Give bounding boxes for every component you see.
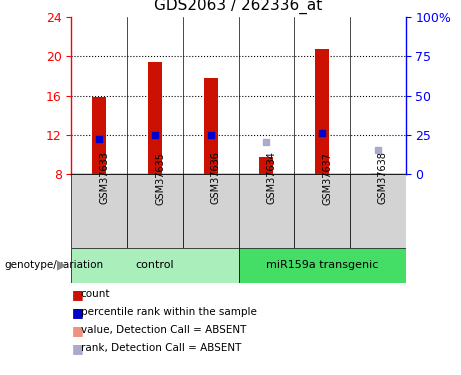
Text: ■: ■ bbox=[71, 306, 83, 319]
Text: control: control bbox=[136, 260, 174, 270]
Bar bbox=[204, 78, 218, 174]
Bar bbox=[238, 174, 294, 248]
Text: ▶: ▶ bbox=[58, 259, 67, 272]
Bar bbox=[92, 97, 106, 174]
Bar bbox=[294, 174, 350, 248]
Text: ■: ■ bbox=[71, 288, 83, 301]
Text: GSM37636: GSM37636 bbox=[211, 152, 221, 204]
Point bbox=[319, 130, 326, 136]
Bar bbox=[71, 174, 127, 248]
Bar bbox=[127, 174, 183, 248]
Text: count: count bbox=[81, 290, 110, 299]
Bar bbox=[71, 248, 239, 283]
Bar bbox=[315, 50, 329, 174]
Point bbox=[207, 132, 214, 138]
Point bbox=[374, 147, 382, 153]
Text: ■: ■ bbox=[71, 324, 83, 337]
Text: GSM37634: GSM37634 bbox=[266, 152, 277, 204]
Text: genotype/variation: genotype/variation bbox=[5, 260, 104, 270]
Text: percentile rank within the sample: percentile rank within the sample bbox=[81, 308, 257, 317]
Text: miR159a transgenic: miR159a transgenic bbox=[266, 260, 378, 270]
Point bbox=[263, 139, 270, 145]
Bar bbox=[371, 173, 385, 174]
Text: GSM37637: GSM37637 bbox=[322, 152, 332, 204]
Point bbox=[95, 136, 103, 142]
Text: ■: ■ bbox=[71, 342, 83, 355]
Text: GSM37638: GSM37638 bbox=[378, 152, 388, 204]
Bar bbox=[260, 157, 273, 174]
Point bbox=[151, 132, 159, 138]
Text: value, Detection Call = ABSENT: value, Detection Call = ABSENT bbox=[81, 326, 246, 335]
Text: GSM37633: GSM37633 bbox=[99, 152, 109, 204]
Text: GSM37635: GSM37635 bbox=[155, 152, 165, 204]
Text: rank, Detection Call = ABSENT: rank, Detection Call = ABSENT bbox=[81, 344, 241, 353]
Title: GDS2063 / 262336_at: GDS2063 / 262336_at bbox=[154, 0, 323, 14]
Bar bbox=[350, 174, 406, 248]
Bar bbox=[238, 248, 406, 283]
Bar bbox=[148, 62, 162, 174]
Bar bbox=[183, 174, 238, 248]
